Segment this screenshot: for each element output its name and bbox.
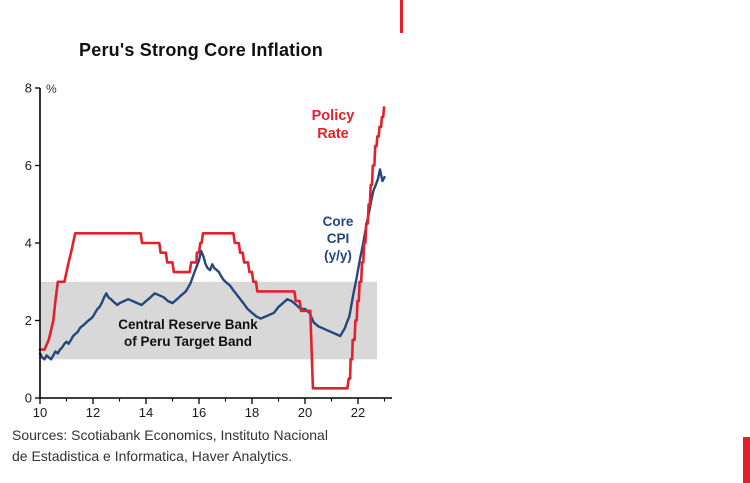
x-tick-label: 18 xyxy=(245,405,259,420)
target-band xyxy=(41,281,377,360)
x-tick-label: 22 xyxy=(351,405,365,420)
y-tick-label: 0 xyxy=(25,391,32,406)
y-tick-label: 8 xyxy=(25,81,32,96)
policy-rate-label-line1: Policy xyxy=(311,108,355,124)
policy-rate-label-line2: Rate xyxy=(317,126,349,142)
sources-line1: Sources: Scotiabank Economics, Instituto… xyxy=(12,427,328,443)
target-band-label-line1: Central Reserve Bank xyxy=(118,317,258,332)
y-axis-unit-label: % xyxy=(46,82,57,96)
y-tick-label: 6 xyxy=(25,158,32,173)
chart-title: Peru's Strong Core Inflation xyxy=(79,40,323,60)
core-cpi-y-y-line xyxy=(38,168,386,361)
policy-rate-series-label: Policy Rate xyxy=(298,107,368,143)
core-cpi-series-label: Core CPI (y/y) xyxy=(306,213,370,264)
target-band-label-line2: of Peru Target Band xyxy=(123,334,252,349)
policy-rate-line xyxy=(38,106,386,390)
core-cpi-label-line1: Core xyxy=(322,214,354,229)
x-tick-label: 10 xyxy=(33,405,47,420)
core-cpi-label-line2: CPI xyxy=(326,231,350,246)
sources-line2: de Estadistica e Informatica, Haver Anal… xyxy=(12,448,293,464)
x-tick-label: 12 xyxy=(86,405,100,420)
red-column-divider-bottom xyxy=(743,437,750,483)
y-tick-label: 2 xyxy=(25,313,32,328)
sources-note: Sources: Scotiabank Economics, Instituto… xyxy=(12,425,404,467)
target-band-label: Central Reserve Bank of Peru Target Band xyxy=(90,316,286,350)
core-cpi-label-line3: (y/y) xyxy=(324,248,352,263)
x-tick-label: 16 xyxy=(192,405,206,420)
red-column-divider-top xyxy=(400,0,403,33)
x-tick-label: 14 xyxy=(139,405,153,420)
y-tick-label: 4 xyxy=(25,236,32,251)
x-tick-label: 20 xyxy=(298,405,312,420)
